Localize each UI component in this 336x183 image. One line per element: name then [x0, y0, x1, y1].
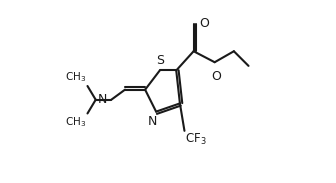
- Text: O: O: [199, 17, 209, 30]
- Text: CH$_3$: CH$_3$: [65, 116, 87, 129]
- Text: S: S: [156, 54, 164, 67]
- Text: CF$_3$: CF$_3$: [185, 132, 207, 147]
- Text: O: O: [212, 70, 221, 83]
- Text: N: N: [148, 115, 157, 128]
- Text: N: N: [97, 93, 107, 106]
- Text: CH$_3$: CH$_3$: [65, 70, 87, 84]
